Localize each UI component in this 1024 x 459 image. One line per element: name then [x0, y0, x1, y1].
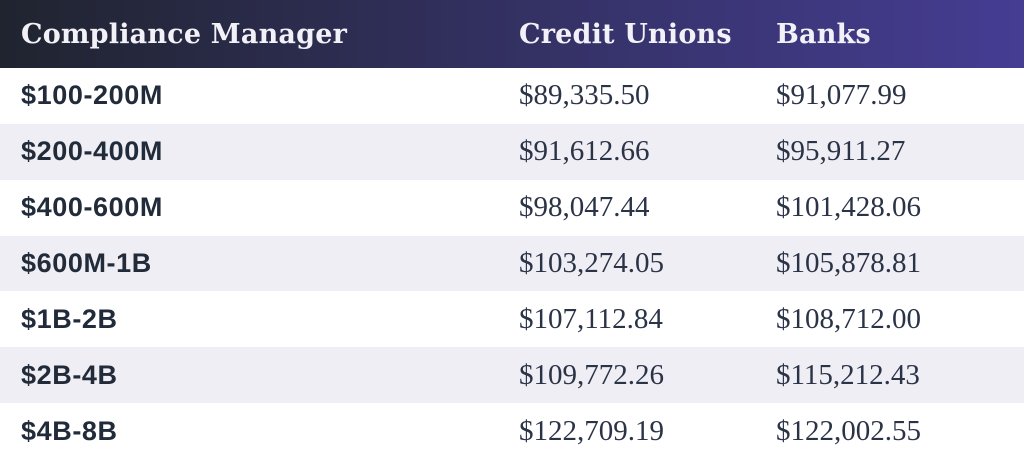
- table-row: $100-200M $89,335.50 $91,077.99: [0, 68, 1024, 124]
- table-row: $600M-1B $103,274.05 $105,878.81: [0, 235, 1024, 292]
- table-row: $400-600M $98,047.44 $101,428.06: [0, 179, 1024, 236]
- credit-unions-value: $91,612.66: [519, 135, 650, 168]
- credit-unions-value: $122,709.19: [519, 414, 664, 447]
- asset-range-label: $4B-8B: [21, 415, 118, 446]
- banks-value: $105,878.81: [776, 247, 921, 279]
- column-header-banks: Banks: [776, 18, 871, 50]
- credit-unions-value: $98,047.44: [519, 191, 650, 224]
- table-row: $200-400M $91,612.66 $95,911.27: [0, 123, 1024, 180]
- credit-unions-value: $89,335.50: [519, 79, 650, 112]
- asset-range-label: $100-200M: [21, 80, 163, 111]
- asset-range-label: $200-400M: [21, 136, 163, 167]
- asset-range-label: $1B-2B: [21, 303, 118, 334]
- asset-range-label: $2B-4B: [21, 359, 118, 390]
- banks-value: $91,077.99: [776, 79, 907, 112]
- table-row: $1B-2B $107,112.84 $108,712.00: [0, 291, 1024, 348]
- table-row: $4B-8B $122,709.19 $122,002.55: [0, 403, 1024, 459]
- table-header-row: Compliance Manager Credit Unions Banks: [0, 0, 1024, 68]
- column-header-credit-unions: Credit Unions: [519, 18, 732, 50]
- credit-unions-value: $107,112.84: [519, 302, 663, 335]
- banks-value: $108,712.00: [776, 302, 921, 335]
- banks-value: $95,911.27: [776, 135, 906, 168]
- banks-value: $115,212.43: [776, 358, 920, 391]
- column-header-role: Compliance Manager: [21, 18, 347, 50]
- table-row: $2B-4B $109,772.26 $115,212.43: [0, 347, 1024, 404]
- asset-range-label: $400-600M: [21, 192, 163, 223]
- credit-unions-value: $109,772.26: [519, 358, 664, 391]
- banks-value: $122,002.55: [776, 414, 921, 447]
- banks-value: $101,428.06: [776, 191, 921, 224]
- credit-unions-value: $103,274.05: [519, 247, 664, 279]
- asset-range-label: $600M-1B: [21, 248, 152, 278]
